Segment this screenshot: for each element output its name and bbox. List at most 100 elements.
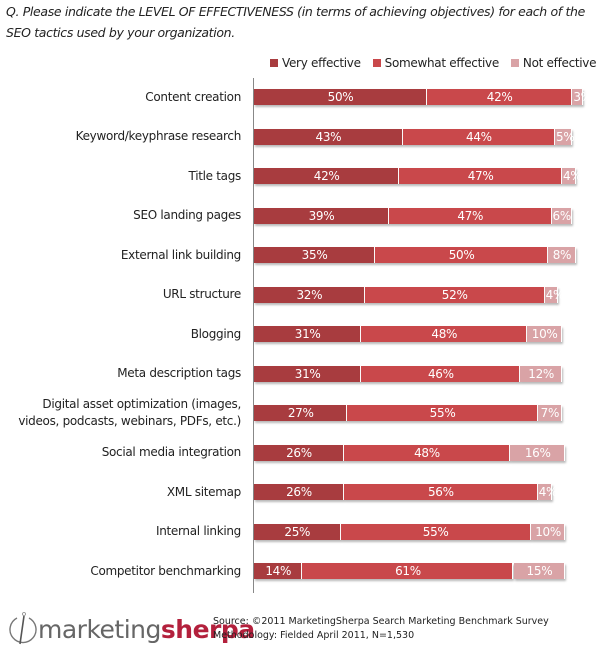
data-label: 16% [524, 445, 551, 460]
category-label: Content creation [145, 89, 241, 104]
bar-segment-somewhat-effective [343, 444, 511, 461]
data-label: 50% [448, 248, 475, 262]
bar-segment-not-effective [548, 247, 576, 263]
category-label: Meta description tags [117, 366, 241, 380]
data-label: 27% [287, 406, 314, 420]
category-label: External link building [120, 247, 241, 262]
methodology-line: Methodology: Fielded April 2011, N=1,530 [213, 630, 415, 641]
legend-item-somewhat-effective: Somewhat effective [372, 56, 500, 70]
category-label: Competitor benchmarking [90, 563, 241, 578]
logo-text: marketingsherpa [38, 615, 255, 644]
category-label: URL structure [162, 287, 241, 301]
compass-icon [9, 612, 37, 645]
bar-segment-not-effective [530, 523, 566, 540]
source-note: Source: ©2011 MarketingSherpa Search Mar… [213, 615, 549, 643]
category-label: Blogging [190, 326, 242, 341]
legend-item-not-effective: Not effective [510, 56, 597, 70]
legend-label: Somewhat effective [384, 56, 500, 70]
bar-segment-not-effective [551, 207, 573, 224]
data-label: 50% [327, 90, 354, 104]
bar-segment-not-effective [527, 326, 562, 342]
data-label: 55% [429, 406, 456, 420]
legend-swatch [270, 59, 278, 67]
bar-segment-not-effective [537, 405, 562, 421]
data-label: 4% [562, 169, 582, 183]
bar-segment-very-effective [254, 286, 365, 303]
bar-segment-very-effective [254, 563, 303, 579]
data-label: 47% [467, 169, 494, 183]
marketingsherpa-logo: marketingsherpa [8, 610, 255, 648]
category-label: Social media integration [101, 445, 242, 459]
bar-segment-very-effective [254, 365, 362, 382]
bar-segment-somewhat-effective [402, 128, 555, 145]
data-label: 6% [552, 208, 572, 223]
bar-segment-very-effective [254, 484, 344, 500]
data-label: 15% [526, 564, 553, 578]
data-label: 5% [556, 129, 575, 144]
bar-segment-very-effective [254, 89, 427, 105]
bar-segment-somewhat-effective [347, 405, 538, 421]
data-label: 46% [427, 366, 454, 381]
data-label: 26% [286, 485, 312, 499]
bar-segment-not-effective [537, 484, 552, 500]
bar-segment-not-effective [544, 286, 559, 303]
data-label: 31% [294, 366, 321, 381]
bar-segment-somewhat-effective [343, 484, 538, 500]
bar-segment-somewhat-effective [427, 89, 573, 105]
bar-segment-very-effective [254, 444, 344, 461]
chart-title: Q. Please indicate the LEVEL OF EFFECTIV… [6, 4, 585, 40]
legend-label: Very effective [282, 56, 361, 70]
data-label: 48% [414, 445, 440, 460]
bar-segment-not-effective [561, 168, 576, 184]
bar-segment-very-effective [254, 405, 348, 421]
category-label: Title tags [188, 168, 242, 183]
data-label: 55% [422, 524, 449, 539]
data-label: 4% [545, 287, 565, 302]
data-label: 52% [441, 287, 468, 302]
legend: Very effective Somewhat effective Not effe… [270, 56, 597, 70]
bar-segment-somewhat-effective [361, 365, 521, 382]
bar-segment-not-effective [513, 563, 566, 579]
data-label: 3% [573, 90, 592, 104]
bar-segment-somewhat-effective [340, 523, 531, 540]
legend-swatch [510, 59, 519, 67]
bar-segment-very-effective [254, 168, 400, 184]
category-label: Internal linking [155, 524, 241, 538]
data-label: 10% [531, 327, 558, 341]
bar-segment-somewhat-effective [388, 207, 552, 224]
bar-segment-not-effective [572, 89, 583, 105]
legend-label: Not effective [522, 56, 597, 70]
data-label: 39% [308, 208, 335, 223]
data-label: 31% [294, 327, 321, 341]
data-label: 42% [313, 169, 340, 183]
data-label: 61% [395, 564, 421, 578]
bar-segment-somewhat-effective [375, 247, 549, 263]
legend-item-very-effective: Very effective [270, 56, 361, 70]
data-label: 56% [427, 485, 454, 499]
bar-segment-very-effective [254, 247, 376, 263]
source-line: Source: ©2011 MarketingSherpa Search Mar… [213, 616, 549, 627]
category-label: Digital asset optimization (images, video… [18, 397, 241, 428]
data-label: 47% [457, 208, 484, 223]
data-label: 10% [535, 524, 561, 539]
data-label: 35% [301, 248, 328, 262]
data-label: 48% [431, 327, 458, 341]
bar-segment-not-effective [520, 365, 562, 382]
data-label: 14% [265, 564, 292, 578]
data-label: 8% [552, 248, 572, 262]
data-label: 42% [486, 90, 513, 104]
category-label: XML sitemap [166, 484, 241, 499]
logo-text-light: marketing [38, 614, 161, 644]
data-label: 12% [528, 366, 555, 381]
category-label: SEO landing pages [133, 208, 241, 222]
bar-segment-somewhat-effective [302, 563, 514, 579]
data-label: 4% [538, 485, 558, 499]
bar-segment-very-effective [254, 523, 341, 540]
legend-swatch [372, 59, 381, 67]
data-label: 25% [284, 524, 311, 539]
data-label: 26% [286, 445, 312, 460]
category-label: Keyword/keyphrase research [75, 129, 242, 143]
data-label: 32% [296, 287, 323, 302]
bar-segment-very-effective [254, 207, 389, 224]
data-label: 43% [315, 129, 342, 144]
